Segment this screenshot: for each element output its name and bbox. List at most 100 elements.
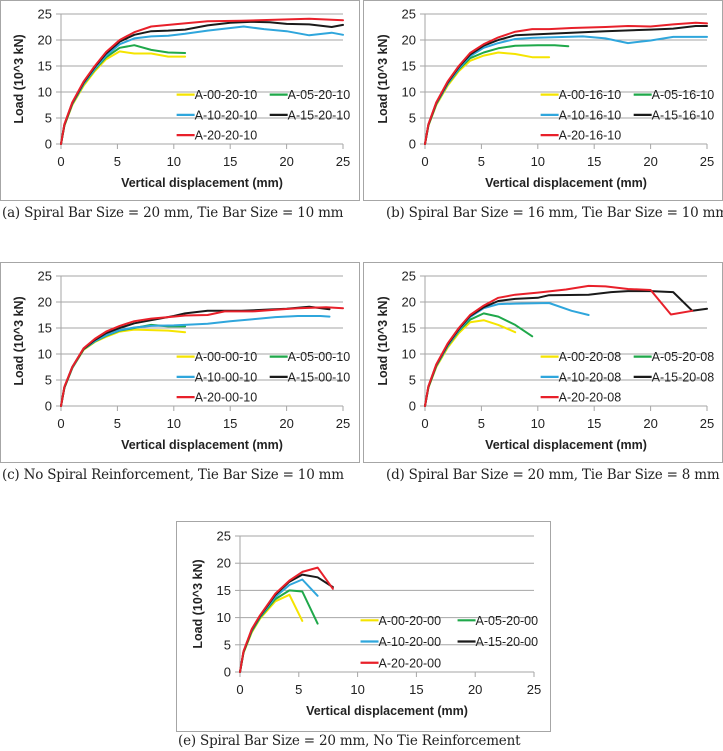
chart-a-xtick-label: 10 [167, 154, 181, 169]
chart-d-ytick-label: 0 [409, 399, 416, 414]
chart-b-ytick-label: 15 [402, 59, 416, 74]
chart-a-ytick-label: 20 [38, 33, 52, 48]
chart-a-series-a-20-20-10 [60, 17, 344, 145]
chart-d-xtick-label: 10 [531, 416, 545, 431]
chart-a-ytick-label: 25 [38, 7, 52, 22]
chart-c-ytick-label: 10 [38, 347, 52, 362]
chart-e-x-axis-title: Vertical displacement (mm) [306, 704, 468, 718]
chart-panel-a: 0 5 10 15 20 25 0 5 10 15 20 25 Vertical displacemen… [0, 0, 360, 201]
chart-c-ytick-label: 20 [38, 295, 52, 310]
chart-a-y-axis-title: Load (10^3 kN) [12, 34, 26, 123]
chart-b-y-axis-title: Load (10^3 kN) [376, 34, 390, 123]
chart-panel-d: 0 5 10 15 20 25 0 5 10 15 20 25 Vertical displacemen… [363, 262, 723, 463]
chart-c-caption: (c) No Spiral Reinforcement, Tie Bar Siz… [2, 467, 344, 483]
chart-e-series-a-20-20-00 [239, 566, 334, 673]
chart-c-legend-label: A-00-00-10 [195, 350, 258, 364]
chart-d-caption: (d) Spiral Bar Size = 20 mm, Tie Bar Siz… [386, 467, 720, 483]
chart-d-xtick-label: 15 [587, 416, 601, 431]
chart-b-ytick-label: 0 [409, 137, 416, 152]
chart-b-legend-label: A-20-16-10 [559, 129, 622, 143]
chart-e-xtick-label: 10 [350, 682, 364, 697]
chart-c-xtick-label: 15 [223, 416, 237, 431]
chart-d-svg: 0 5 10 15 20 25 0 5 10 15 20 25 Vertical displacemen… [376, 269, 715, 453]
chart-e-caption: (e) Spiral Bar Size = 20 mm, No Tie Rein… [178, 733, 521, 749]
chart-d-ytick-label: 10 [402, 347, 416, 362]
chart-e-legend-label: A-20-20-00 [379, 656, 442, 670]
chart-b-caption: (b) Spiral Bar Size = 16 mm, Tie Bar Siz… [386, 205, 723, 221]
chart-a-xtick-label: 5 [114, 154, 121, 169]
chart-d-xtick-label: 0 [421, 416, 428, 431]
chart-a-series-a-10-20-10 [60, 25, 344, 145]
chart-c-legend-label: A-05-00-10 [288, 350, 351, 364]
chart-b-xtick-label: 20 [643, 154, 657, 169]
chart-a-svg: 0 5 10 15 20 25 0 5 10 15 20 25 Vertical displacemen… [12, 7, 351, 191]
chart-e-xtick-label: 15 [409, 682, 423, 697]
chart-b-legend-label: A-10-16-10 [559, 108, 622, 122]
chart-a-legend-label: A-05-20-10 [288, 88, 351, 102]
chart-e-ytick-label: 15 [217, 583, 231, 598]
chart-a-ytick-label: 10 [38, 85, 52, 100]
chart-e-xtick-label: 20 [468, 682, 482, 697]
chart-c-legend-label: A-10-00-10 [195, 370, 258, 384]
chart-a-ytick-label: 0 [45, 137, 52, 152]
chart-d-xtick-label: 25 [700, 416, 714, 431]
chart-d-legend-label: A-05-20-08 [652, 350, 715, 364]
chart-e-xtick-label: 0 [236, 682, 243, 697]
chart-e-ytick-label: 5 [224, 637, 231, 652]
chart-e-legend-label: A-05-20-00 [476, 614, 539, 628]
chart-d-legend-label: A-00-20-08 [559, 350, 622, 364]
chart-b-svg: 0 5 10 15 20 25 0 5 10 15 20 25 Vertical displacemen… [376, 7, 715, 191]
chart-e-svg: 0 5 10 15 20 25 0 5 10 15 20 25 Vertical displacemen… [191, 529, 541, 719]
chart-b-ytick-label: 5 [409, 111, 416, 126]
chart-c-xtick-label: 0 [57, 416, 64, 431]
chart-b-ytick-label: 10 [402, 85, 416, 100]
chart-e-legend-label: A-00-20-00 [379, 614, 442, 628]
chart-panel-e: 0 5 10 15 20 25 0 5 10 15 20 25 Vertical displacemen… [176, 521, 551, 732]
chart-b-legend-label: A-00-16-10 [559, 88, 622, 102]
chart-a-legend-label: A-10-20-10 [195, 108, 258, 122]
chart-c-ytick-label: 0 [45, 399, 52, 414]
chart-a-ytick-label: 15 [38, 59, 52, 74]
chart-panel-b: 0 5 10 15 20 25 0 5 10 15 20 25 Vertical displacemen… [363, 0, 723, 201]
chart-d-xtick-label: 20 [643, 416, 657, 431]
chart-d-ytick-label: 5 [409, 373, 416, 388]
chart-e-legend-label: A-15-20-00 [476, 635, 539, 649]
chart-e-ytick-label: 25 [217, 529, 231, 544]
chart-a-legend-label: A-20-20-10 [195, 129, 258, 143]
chart-a-xtick-label: 15 [223, 154, 237, 169]
chart-a-legend-label: A-00-20-10 [195, 88, 258, 102]
chart-a-ytick-label: 5 [45, 111, 52, 126]
chart-d-y-axis-title: Load (10^3 kN) [376, 296, 390, 385]
chart-c-ytick-label: 5 [45, 373, 52, 388]
chart-e-ytick-label: 10 [217, 610, 231, 625]
chart-b-xtick-label: 15 [587, 154, 601, 169]
chart-c-series-a-05-00-10 [60, 323, 187, 407]
chart-b-ytick-label: 25 [402, 7, 416, 22]
chart-c-ytick-label: 25 [38, 269, 52, 284]
chart-b-legend-label: A-05-16-10 [652, 88, 715, 102]
chart-b-series-a-15-16-10 [424, 25, 708, 145]
chart-panel-c: 0 5 10 15 20 25 0 5 10 15 20 25 Vertical displacemen… [0, 262, 360, 463]
chart-e-xtick-label: 5 [295, 682, 302, 697]
chart-c-y-axis-title: Load (10^3 kN) [12, 296, 26, 385]
chart-a-xtick-label: 0 [57, 154, 64, 169]
chart-b-ytick-label: 20 [402, 33, 416, 48]
chart-c-xtick-label: 10 [167, 416, 181, 431]
chart-e-xtick-label: 25 [527, 682, 541, 697]
chart-a-xtick-label: 20 [279, 154, 293, 169]
chart-b-series-a-20-16-10 [424, 21, 708, 145]
chart-d-x-axis-title: Vertical displacement (mm) [485, 438, 647, 452]
chart-b-x-axis-title: Vertical displacement (mm) [485, 176, 647, 190]
chart-a-xtick-label: 25 [336, 154, 350, 169]
chart-d-legend-label: A-20-20-08 [559, 391, 622, 405]
chart-c-xtick-label: 25 [336, 416, 350, 431]
chart-c-legend-label: A-20-00-10 [195, 391, 258, 405]
chart-b-xtick-label: 0 [421, 154, 428, 169]
chart-b-xtick-label: 10 [531, 154, 545, 169]
chart-d-legend-label: A-10-20-08 [559, 370, 622, 384]
chart-a-x-axis-title: Vertical displacement (mm) [121, 176, 283, 190]
chart-c-series-a-00-00-10 [60, 328, 187, 407]
chart-c-series-a-20-00-10 [60, 306, 344, 407]
chart-c-legend-label: A-15-00-10 [288, 370, 351, 384]
chart-c-xtick-label: 20 [279, 416, 293, 431]
